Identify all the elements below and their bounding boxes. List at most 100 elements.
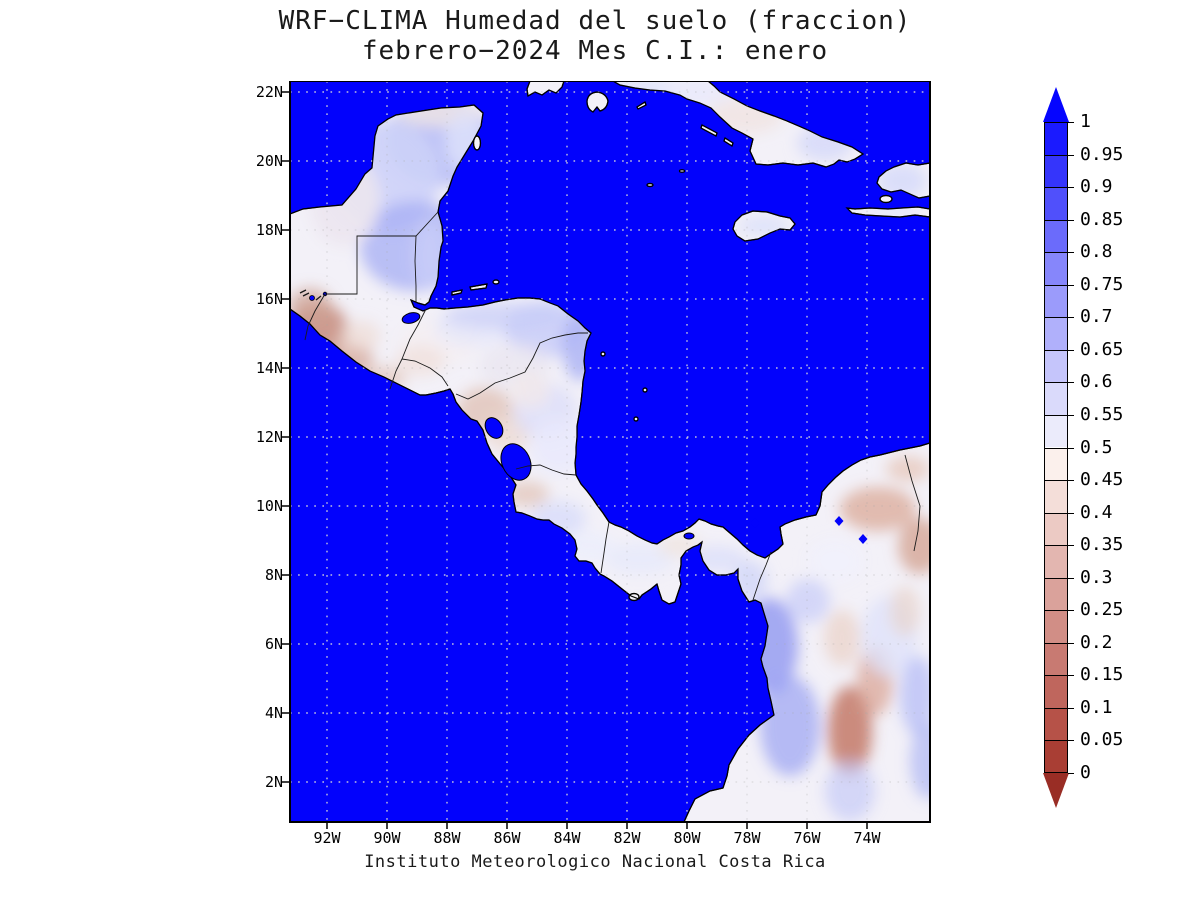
colorbar-segment — [1045, 480, 1067, 513]
saturated-point-diamond — [858, 534, 868, 544]
colorbar-tick — [1068, 154, 1074, 156]
x-axis-label-92W: 92W — [313, 829, 341, 847]
moisture-patch — [395, 346, 445, 376]
colorbar-tick — [1068, 642, 1074, 644]
x-axis-label-74W: 74W — [853, 829, 881, 847]
lakes — [401, 312, 695, 540]
colorbar-tick — [1068, 382, 1074, 384]
colorbar-segment — [1045, 447, 1067, 481]
colorbar-tick — [1068, 773, 1074, 774]
plot-frame — [289, 81, 931, 823]
colorbar-label-0.05: 0.05 — [1080, 729, 1124, 751]
border-guatemala-belize — [414, 235, 417, 303]
colorbar-label-0.1: 0.1 — [1080, 696, 1113, 718]
moisture-patch — [786, 579, 830, 623]
gatun-lake — [683, 532, 695, 540]
colorbar-tick — [1068, 577, 1074, 579]
moisture-patch — [510, 373, 550, 409]
axis-ticks — [282, 91, 868, 829]
colorbar-segment — [1045, 707, 1067, 741]
coastline — [492, 279, 500, 285]
colorbar-tick — [1068, 252, 1074, 254]
colorbar-body — [1044, 122, 1068, 773]
moisture-patch — [840, 487, 916, 531]
x-axis-label-82W: 82W — [613, 829, 641, 847]
moisture-patch — [890, 586, 920, 636]
border-guatemala-elsalvador — [389, 358, 403, 390]
colorbar-arrow-top — [1043, 87, 1069, 122]
coastline — [611, 81, 865, 168]
moisture-patch — [877, 163, 927, 199]
lake-izabal — [401, 312, 421, 324]
y-axis-label-12N: 12N — [255, 428, 283, 446]
colorbar-label-0.15: 0.15 — [1080, 664, 1124, 686]
colorbar-label-0.75: 0.75 — [1080, 273, 1124, 295]
coastline — [451, 283, 488, 296]
colorbar-tick — [1068, 545, 1074, 547]
border-nicaragua-costarica — [515, 464, 577, 476]
colorbar: 1 0.95 0.9 0.85 0.8 0.75 0.7 0.65 0.6 0.55 0.5 0.45… — [1043, 87, 1194, 847]
lake-managua — [484, 417, 504, 439]
colorbar-label-0.3: 0.3 — [1080, 566, 1113, 588]
colorbar-label-0.55: 0.55 — [1080, 403, 1124, 425]
y-axis-label-22N: 22N — [255, 83, 283, 101]
saturated-point-diamond — [750, 518, 760, 528]
y-axis-label-2N: 2N — [264, 773, 283, 791]
colorbar-tick — [1068, 610, 1074, 612]
colorbar-segment — [1045, 577, 1067, 611]
highland-lake — [309, 295, 315, 301]
moisture-patch — [565, 532, 615, 560]
colorbar-segment — [1045, 187, 1067, 220]
colorbar-tick — [1068, 317, 1074, 319]
y-axis-label-14N: 14N — [255, 359, 283, 377]
chart-title-line2: febrero−2024 Mes C.I.: enero — [361, 36, 829, 66]
coastline — [678, 169, 686, 173]
colorbar-tick — [1068, 675, 1074, 677]
colorbar-tick — [1068, 414, 1074, 416]
colorbar-segment — [1045, 154, 1067, 188]
colorbar-segment — [1045, 382, 1067, 415]
y-axis-label-20N: 20N — [255, 152, 283, 170]
colorbar-segment — [1045, 414, 1067, 448]
colorbar-tick — [1068, 284, 1074, 286]
colorbar-label-0.7: 0.7 — [1080, 306, 1113, 328]
border-honduras-nicaragua — [455, 332, 588, 400]
colorbar-segment — [1045, 349, 1067, 383]
y-axis-label-8N: 8N — [264, 566, 283, 584]
x-axis-label-80W: 80W — [673, 829, 701, 847]
colorbar-label-0.9: 0.9 — [1080, 176, 1113, 198]
coastline — [879, 194, 893, 204]
colorbar-segment — [1045, 219, 1067, 253]
moisture-patch — [886, 456, 930, 482]
colorbar-segment — [1045, 610, 1067, 643]
moisture-patch — [900, 656, 930, 736]
colorbar-segment — [1045, 252, 1067, 285]
colorbar-label-0: 0 — [1080, 762, 1091, 783]
y-axis-label-4N: 4N — [264, 704, 283, 722]
coastline — [472, 135, 482, 151]
border-guatemala-honduras — [401, 308, 427, 360]
colorbar-segment — [1045, 675, 1067, 708]
y-axis-label-6N: 6N — [264, 635, 283, 653]
colorbar-label-0.45: 0.45 — [1080, 469, 1124, 491]
colorbar-label-0.8: 0.8 — [1080, 241, 1113, 263]
moisture-patch — [828, 686, 872, 776]
y-axis-label-10N: 10N — [255, 497, 283, 515]
x-axis-label-84W: 84W — [553, 829, 581, 847]
lake-nicaragua — [500, 443, 532, 481]
x-axis-label-76W: 76W — [793, 829, 821, 847]
map-plot — [282, 81, 931, 829]
colorbar-label-0.95: 0.95 — [1080, 143, 1124, 165]
colorbar-label-0.5: 0.5 — [1080, 436, 1113, 458]
colorbar-segment — [1045, 740, 1067, 773]
colorbar-tick — [1068, 480, 1074, 482]
moisture-patch — [505, 481, 549, 507]
coastline — [845, 206, 930, 218]
coastline — [646, 182, 654, 188]
colorbar-tick — [1068, 740, 1074, 742]
chart-title-line1: WRF−CLIMA Humedad del suelo (fraccion) — [278, 6, 912, 36]
coastline — [290, 104, 930, 822]
x-axis-label-88W: 88W — [433, 829, 461, 847]
moisture-patch — [898, 518, 930, 574]
